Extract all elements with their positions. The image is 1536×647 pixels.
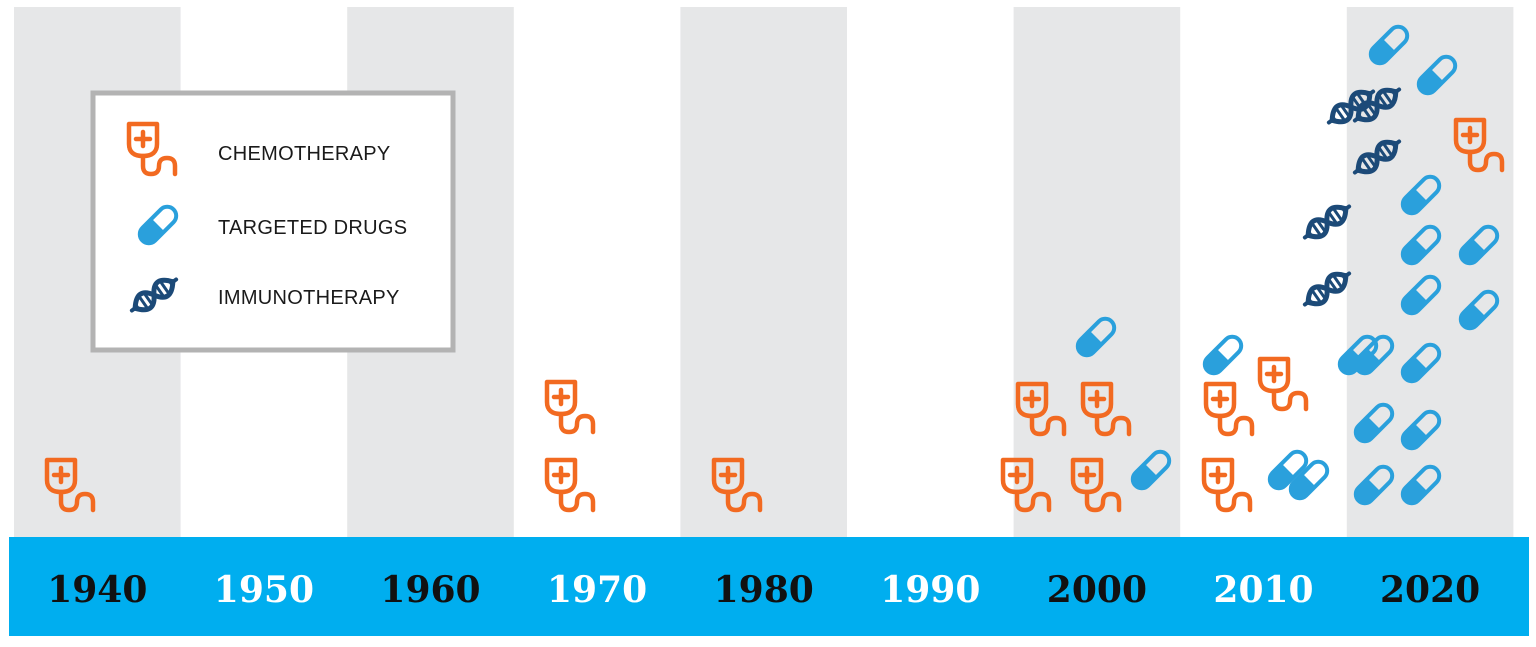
decade-label-1960: 1960 — [380, 569, 480, 611]
decade-label-1950: 1950 — [214, 569, 314, 611]
chemotherapy-iv-bag-icon — [1206, 384, 1252, 434]
legend-label-chemotherapy: CHEMOTHERAPY — [218, 143, 391, 165]
decade-label-2010: 2010 — [1213, 569, 1313, 611]
legend-item-chemotherapy: CHEMOTHERAPY — [129, 124, 391, 174]
immunotherapy-dna-icon — [1300, 200, 1354, 245]
legend-item-immunotherapy: IMMUNOTHERAPY — [127, 273, 400, 318]
targeted-drug-pill-icon — [1285, 456, 1333, 504]
decade-label-2000: 2000 — [1047, 569, 1147, 611]
decade-band-1980 — [680, 7, 847, 537]
chemotherapy-iv-bag-icon — [547, 382, 593, 432]
decade-label-1990: 1990 — [880, 569, 980, 611]
decade-label-1940: 1940 — [47, 569, 147, 611]
decade-label-1980: 1980 — [714, 569, 814, 611]
chemotherapy-iv-bag-icon — [1204, 460, 1250, 510]
decade-label-2020: 2020 — [1380, 569, 1480, 611]
decade-labels: 1940 1950 1960 1970 1980 1990 2000 2010 2020 — [47, 569, 1480, 611]
chemotherapy-iv-bag-icon — [1260, 359, 1306, 409]
chemotherapy-iv-bag-icon — [547, 460, 593, 510]
timeline-bar — [9, 537, 1529, 636]
decade-band-2000 — [1013, 7, 1181, 537]
decade-band-2020 — [1346, 7, 1514, 537]
decade-label-1970: 1970 — [547, 569, 647, 611]
targeted-drug-pill-icon — [1199, 331, 1247, 379]
legend-label-targeted-drugs: TARGETED DRUGS — [218, 217, 407, 239]
legend-item-targeted-drugs: TARGETED DRUGS — [134, 201, 407, 249]
legend: CHEMOTHERAPY TARGETED DRUGS IMMUNOTHERAP… — [90, 90, 456, 353]
legend-label-immunotherapy: IMMUNOTHERAPY — [218, 287, 400, 309]
immunotherapy-dna-icon — [1300, 267, 1354, 312]
